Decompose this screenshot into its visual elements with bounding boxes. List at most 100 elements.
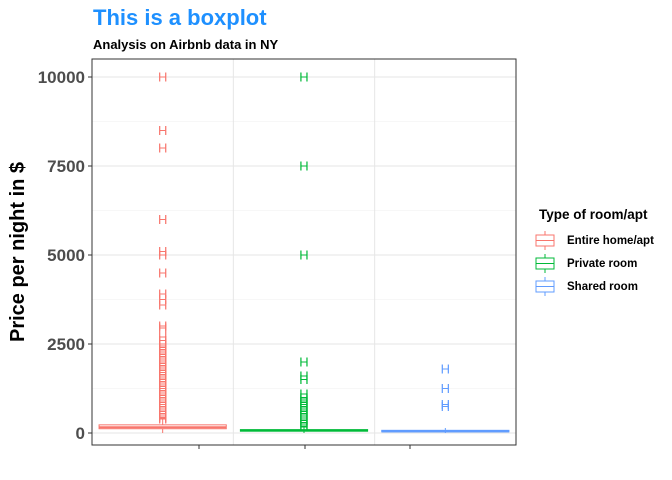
chart-subtitle: Analysis on Airbnb data in NY <box>93 37 279 52</box>
legend-item-entire: Entire home/apt <box>533 229 654 252</box>
outlier-point: H <box>299 395 308 410</box>
outlier-point: H <box>299 372 308 387</box>
outlier-point: H <box>299 393 308 408</box>
outlier-point: H <box>158 292 167 307</box>
outlier-point: H <box>441 381 450 396</box>
outlier-point: H <box>158 388 167 403</box>
outlier-point: H <box>158 409 167 424</box>
outlier-point: H <box>158 353 167 368</box>
legend-item-shared: Shared room <box>533 275 654 298</box>
y-tick-label: 5000 <box>47 246 85 265</box>
outlier-point: H <box>158 369 167 384</box>
outlier-point: H <box>158 363 167 378</box>
grid <box>92 59 516 445</box>
outlier-point: H <box>158 338 167 353</box>
y-axis-label: Price per night in $ <box>7 162 29 342</box>
outlier-point: H <box>158 287 167 302</box>
outlier-point: H <box>441 399 450 414</box>
outlier-point: H <box>158 319 167 334</box>
outlier-point: H <box>158 344 167 359</box>
legend-key-private-icon <box>535 254 555 273</box>
outlier-point: H <box>158 399 167 414</box>
outlier-point: H <box>158 408 167 423</box>
legend-key-shared-icon <box>535 277 555 296</box>
outlier-point: H <box>158 244 167 259</box>
outlier-point: H <box>299 369 308 384</box>
outlier-point: H <box>299 401 308 416</box>
outlier-point: H <box>158 361 167 376</box>
outlier-point: H <box>299 386 308 401</box>
outliers: HHHHHHHHHHHHHHHHHHHHHHHHHHHHHHHHHHHHHHHH… <box>158 70 450 435</box>
legend-key-entire-icon <box>535 231 555 250</box>
boxes <box>98 419 510 433</box>
outlier-point: H <box>441 361 450 376</box>
legend: Type of room/apt Entire home/apt Private… <box>533 207 654 298</box>
outlier-point: H <box>158 395 167 410</box>
outlier-point: H <box>158 370 167 385</box>
y-tick-label: 10000 <box>38 68 85 87</box>
plot-panel-border <box>91 58 517 446</box>
outlier-point: H <box>158 372 167 387</box>
outlier-point: H <box>299 408 308 423</box>
outlier-point: H <box>158 411 167 426</box>
outlier-point: H <box>299 397 308 412</box>
outlier-point: H <box>299 406 308 421</box>
outlier-point: H <box>299 418 308 433</box>
outlier-point: H <box>158 365 167 380</box>
outlier-point: H <box>158 123 167 138</box>
box-2 <box>381 428 510 433</box>
plot-panel-bg <box>92 59 516 445</box>
legend-item-private: Private room <box>533 252 654 275</box>
outlier-point: H <box>158 248 167 263</box>
outlier-point: H <box>158 354 167 369</box>
outlier-point: H <box>158 383 167 398</box>
legend-label-shared: Shared room <box>567 280 638 293</box>
outlier-point: H <box>299 354 308 369</box>
outlier-point: H <box>299 415 308 430</box>
outlier-point: H <box>158 356 167 371</box>
outlier-point: H <box>158 141 167 156</box>
outlier-point: H <box>158 297 167 312</box>
outlier-point: H <box>158 401 167 416</box>
outlier-point: H <box>158 347 167 362</box>
y-tick-label: 7500 <box>47 157 85 176</box>
outlier-point: H <box>158 360 167 375</box>
outlier-point: H <box>299 404 308 419</box>
outlier-point: H <box>299 402 308 417</box>
outlier-point: H <box>158 367 167 382</box>
outlier-point: H <box>158 392 167 407</box>
outlier-point: H <box>158 376 167 391</box>
outlier-point: H <box>299 390 308 405</box>
outlier-point: H <box>299 417 308 432</box>
outlier-point: H <box>158 329 167 344</box>
legend-title: Type of room/apt <box>539 207 648 222</box>
chart-title: This is a boxplot <box>93 5 267 30</box>
outlier-point: H <box>158 404 167 419</box>
outlier-point: H <box>158 379 167 394</box>
outlier-point: H <box>158 393 167 408</box>
box-0 <box>98 419 227 433</box>
legend-label-entire: Entire home/apt <box>567 234 654 247</box>
outlier-point: H <box>158 265 167 280</box>
outlier-point: H <box>299 399 308 414</box>
outlier-point: H <box>441 397 450 412</box>
outlier-point: H <box>299 248 308 263</box>
outlier-point: H <box>158 411 167 426</box>
outlier-point: H <box>158 377 167 392</box>
outlier-point: H <box>299 411 308 426</box>
outlier-point: H <box>158 340 167 355</box>
legend-label-private: Private room <box>567 257 638 270</box>
outlier-point: H <box>158 320 167 335</box>
outlier-point: H <box>299 392 308 407</box>
y-tick-label: 0 <box>76 424 85 443</box>
outlier-point: H <box>158 70 167 85</box>
outlier-point: H <box>158 374 167 389</box>
y-axis: 0 2500 5000 7500 10000 <box>38 68 411 449</box>
outlier-point: H <box>158 351 167 366</box>
outlier-point: H <box>158 345 167 360</box>
outlier-point: H <box>158 402 167 417</box>
outlier-point: H <box>299 70 308 85</box>
y-tick-label: 2500 <box>47 335 85 354</box>
outlier-point: H <box>158 349 167 364</box>
